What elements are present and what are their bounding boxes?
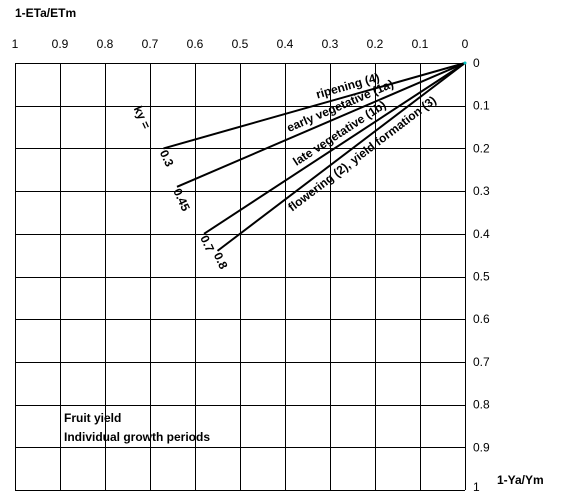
series-line [176, 62, 466, 188]
x-tick-label: 1 [12, 37, 19, 51]
y-tick-label: 0.3 [473, 184, 490, 198]
annotation-line-1: Fruit yield [64, 411, 121, 425]
ky-value-label: 0.45 [170, 186, 193, 213]
y-axis-title: 1-Ya/Ym [497, 473, 544, 487]
x-tick-label: 0.5 [232, 37, 249, 51]
annotation-line-2: Individual growth periods [64, 430, 210, 444]
x-tick-label: 0.6 [187, 37, 204, 51]
ky-value-label: 0.7 [197, 233, 217, 254]
y-tick-label: 0.8 [473, 398, 490, 412]
x-tick-label: 0 [462, 37, 469, 51]
series-line [163, 62, 466, 150]
y-tick-label: 0.5 [473, 270, 490, 284]
y-tick-label: 0.6 [473, 312, 490, 326]
x-tick-label: 0.3 [322, 37, 339, 51]
x-tick-label: 0.2 [367, 37, 384, 51]
x-tick-labels: 1 0.9 0.8 0.7 0.6 0.5 0.4 0.3 0.2 0.1 0 [12, 37, 469, 51]
x-tick-label: 0.1 [412, 37, 429, 51]
ky-value-label: 0.8 [211, 250, 231, 271]
x-tick-label: 0.4 [277, 37, 294, 51]
ky-value-label: 0.3 [157, 148, 177, 169]
y-tick-label: 1 [473, 480, 480, 494]
y-tick-label: 0.4 [473, 227, 490, 241]
y-tick-label: 0.1 [473, 99, 490, 113]
y-tick-label: 0.7 [473, 355, 490, 369]
y-tick-label: 0.9 [473, 440, 490, 454]
y-tick-label: 0 [473, 56, 480, 70]
x-tick-label: 0.9 [52, 37, 69, 51]
x-tick-label: 0.7 [142, 37, 159, 51]
y-tick-label: 0.2 [473, 141, 490, 155]
y-tick-labels: 0 0.1 0.2 0.3 0.4 0.5 0.6 0.7 0.8 0.9 1 [473, 56, 490, 494]
x-axis-title: 1-ETa/ETm [15, 6, 76, 20]
x-tick-label: 0.8 [97, 37, 114, 51]
series-line [216, 62, 466, 252]
series-line [203, 62, 466, 235]
chart-grid [15, 63, 466, 491]
origin-marker [463, 61, 467, 65]
